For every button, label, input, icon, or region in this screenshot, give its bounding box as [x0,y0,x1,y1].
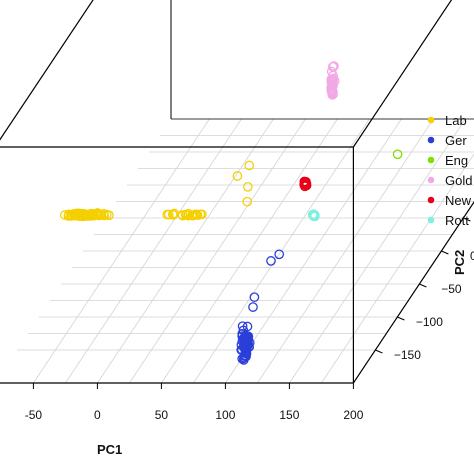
data-point-eng [392,149,403,160]
x-tick-label: 50 [155,408,169,422]
y-tick-mark [419,283,427,288]
data-point-ger [238,325,249,336]
legend-marker-lab [427,116,435,124]
data-point-rott [308,209,319,220]
legend-marker-new [427,196,435,204]
box-edge [352,0,453,148]
plot-box-back-edges [170,0,474,120]
data-point-lab [59,210,70,220]
legend-marker-eng [427,156,435,164]
data-point-lab [190,210,201,220]
y-tick-mark [397,316,405,321]
data-points [59,61,403,365]
y-tick-mark [463,217,471,222]
legend-marker-rott [427,216,435,224]
x-tick-label: -50 [25,408,43,422]
data-point-lab [74,211,85,221]
data-point-ger [240,330,251,341]
legend-label-new: New [445,193,472,208]
y-tick-label: −50 [441,282,462,296]
data-point-new [300,178,311,188]
data-point-lab [79,209,89,220]
data-point-ger [239,340,250,351]
legend-label-gold: Gold [445,173,472,188]
plot-box-front-edges [0,0,474,384]
legend-marker-ger [427,136,435,144]
data-point-gold [327,75,338,86]
data-point-lab [232,171,243,181]
y-tick-mark [375,349,383,354]
data-point-gold [327,85,338,96]
data-point-ger [248,302,258,312]
data-point-ger [274,249,285,260]
box-edge [0,0,94,141]
data-point-ger [266,256,276,266]
data-point-lab [169,208,180,219]
data-point-gold [327,61,338,72]
legend-label-ger: Ger [445,133,467,148]
data-point-new [299,176,310,187]
x-tick-label: 200 [343,408,363,422]
legend-label-lab: Lab [445,113,467,128]
axis-ticks: -50050100150200200150100500−50−100−150 [25,217,474,422]
legend-label-eng: Eng [445,153,468,168]
y-axis-title: PC2 [452,250,467,275]
y-tick-label: −100 [416,315,443,329]
data-point-ger [241,341,252,352]
data-point-lab [244,160,255,171]
data-point-ger [239,336,250,347]
data-point-lab [242,181,253,192]
data-point-lab [168,210,179,220]
x-tick-label: 100 [215,408,235,422]
data-point-ger [249,292,260,303]
data-point-lab [242,196,253,207]
legend: Lab Ger Eng Gold New Rott [427,113,472,228]
y-tick-label: 0 [470,249,474,263]
data-point-ger [237,321,248,332]
data-point-ger [240,347,251,358]
data-point-lab [183,210,193,221]
y-tick-mark [441,250,449,255]
data-point-lab [187,210,197,221]
legend-label-rott: Rott [445,213,469,228]
x-tick-label: 0 [94,408,101,422]
data-point-lab [86,210,97,221]
x-tick-label: 150 [279,408,299,422]
y-tick-label: −150 [394,348,421,362]
data-point-ger [239,351,250,362]
data-point-lab [162,209,173,220]
data-point-lab [69,209,80,219]
data-point-lab [93,209,104,220]
x-axis-title: PC1 [97,442,122,457]
legend-marker-gold [427,176,435,184]
